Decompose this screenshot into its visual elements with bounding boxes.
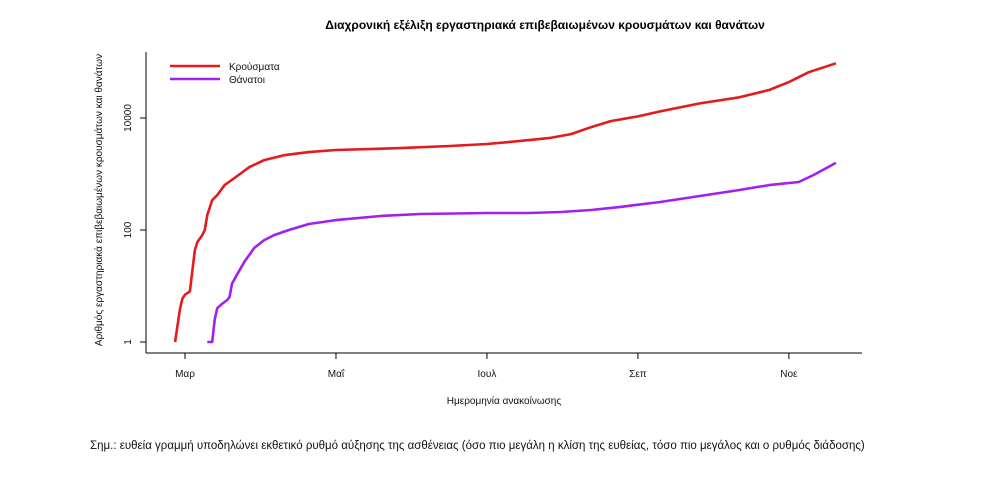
series-line-1 — [207, 161, 837, 344]
chart-title: Διαχρονική εξέλιξη εργαστηριακά επιβεβαι… — [325, 18, 765, 32]
y-axis-label: Αριθμός εργαστηριακά επιβεβαιωμένων κρου… — [93, 54, 105, 346]
y-tick-label: 100 — [123, 221, 134, 238]
y-tick-label: 10000 — [123, 104, 134, 132]
legend-label: Θάνατοι — [229, 74, 265, 86]
x-tick-label: Νοε — [780, 369, 798, 380]
series-line-0 — [173, 62, 837, 343]
x-tick-label: Μαΐ — [328, 368, 345, 380]
y-tick-label: 1 — [123, 339, 134, 345]
x-tick-label: Ιουλ — [478, 369, 497, 380]
x-axis-label: Ημερομηνία ανακοίνωσης — [447, 395, 562, 407]
legend-label: Κρούσματα — [229, 61, 280, 73]
x-tick-label: Μαρ — [175, 369, 195, 380]
x-tick-label: Σεπ — [629, 369, 647, 380]
footnote: Σημ.: ευθεία γραμμή υποδηλώνει εκθετικό … — [90, 440, 865, 452]
